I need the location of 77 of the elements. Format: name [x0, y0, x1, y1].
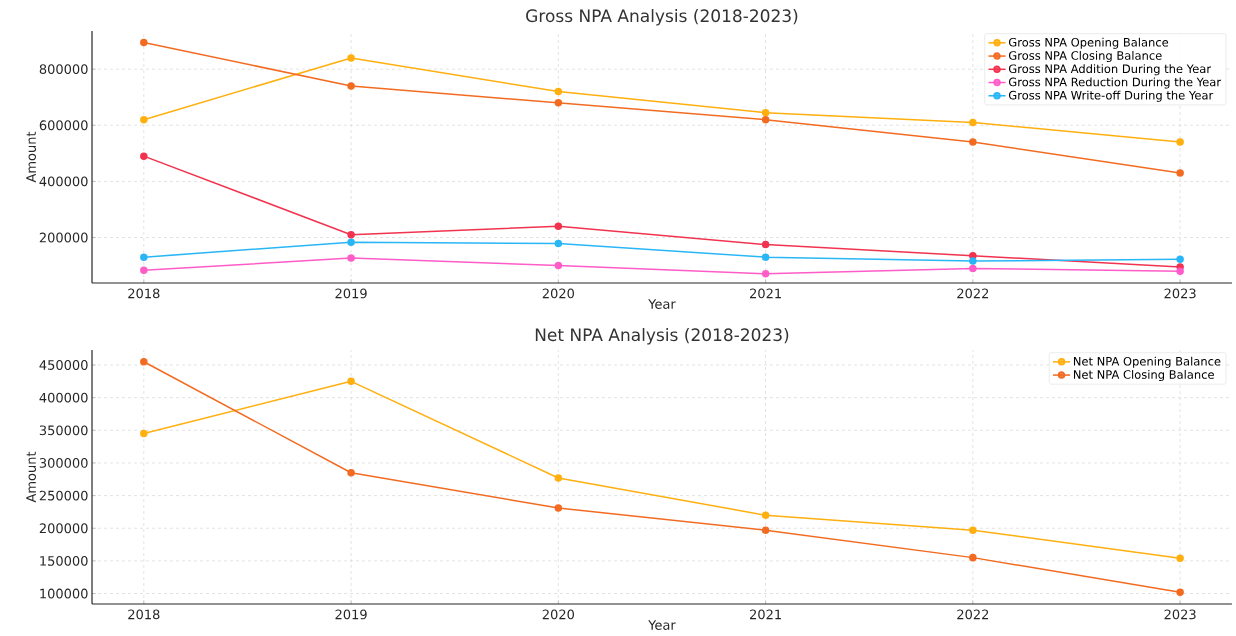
- y-tick-label: 350000: [39, 425, 88, 436]
- point: [761, 108, 770, 117]
- point: [1176, 267, 1184, 275]
- y-tick-label: 100000: [40, 588, 88, 599]
- point: [761, 511, 770, 519]
- legend-label: Net NPA Closing Balance: [1073, 369, 1214, 382]
- point: [554, 504, 563, 512]
- x-tick-label: 2022: [957, 609, 989, 620]
- point: [140, 357, 148, 366]
- point: [347, 254, 355, 262]
- x-tick-label: 2021: [750, 288, 781, 299]
- x-tick-label: 2020: [542, 288, 575, 299]
- point: [969, 257, 977, 265]
- point: [347, 230, 355, 239]
- x-tick-label: 2022: [957, 288, 989, 299]
- point: [969, 118, 977, 127]
- point: [1176, 588, 1184, 596]
- point: [140, 115, 148, 124]
- y-tick-label: 200000: [39, 232, 88, 243]
- y-tick-label: 450000: [39, 360, 88, 370]
- y-tick-label: 250000: [39, 490, 88, 501]
- point: [554, 222, 563, 231]
- point: [140, 253, 148, 261]
- x-tick-label: 2021: [750, 609, 781, 620]
- legend-label: Net NPA Opening Balance: [1073, 356, 1221, 368]
- point: [347, 377, 355, 386]
- y-axis-title: Amount: [26, 451, 36, 503]
- point: [1176, 554, 1184, 563]
- x-tick-label: 2018: [128, 609, 160, 620]
- y-axis-title: Amount: [26, 131, 36, 183]
- point: [347, 54, 355, 62]
- x-tick-label: 2019: [335, 609, 367, 620]
- point: [761, 240, 770, 249]
- point: [554, 474, 563, 482]
- point: [347, 468, 355, 477]
- y-tick-label: 400000: [39, 176, 88, 187]
- point: [554, 99, 563, 107]
- point: [761, 269, 770, 278]
- x-axis-title: Year: [648, 299, 676, 309]
- x-axis-title: Year: [648, 620, 676, 630]
- x-tick-label: 2020: [542, 609, 575, 620]
- x-tick-label: 2019: [335, 288, 367, 299]
- point: [969, 526, 977, 534]
- point: [347, 238, 355, 247]
- point: [140, 266, 148, 275]
- point: [140, 429, 148, 438]
- point: [761, 115, 770, 124]
- legend-label: Gross NPA Closing Balance: [1008, 50, 1162, 63]
- y-tick-label: 600000: [39, 120, 88, 131]
- point: [761, 253, 770, 261]
- point: [1176, 138, 1184, 146]
- point: [554, 87, 563, 96]
- point: [1176, 255, 1184, 263]
- legend-label: Gross NPA Reduction During the Year: [1008, 77, 1222, 89]
- y-tick-label: 200000: [39, 523, 88, 534]
- point: [554, 261, 563, 270]
- point: [969, 138, 977, 146]
- point: [969, 264, 977, 273]
- legend-label: Gross NPA Opening Balance: [1008, 37, 1169, 49]
- y-tick-label: 150000: [40, 555, 88, 566]
- point: [347, 82, 355, 90]
- y-tick-label: 400000: [39, 392, 88, 403]
- y-tick-label: 800000: [39, 64, 88, 75]
- x-tick-label: 2023: [1164, 288, 1196, 299]
- x-tick-label: 2018: [128, 288, 160, 299]
- point: [1176, 169, 1184, 177]
- legend-label: Gross NPA Write-off During the Year: [1008, 90, 1214, 102]
- chart-title: Net NPA Analysis (2018-2023): [535, 328, 789, 345]
- point: [140, 38, 148, 47]
- x-tick-label: 2023: [1164, 609, 1196, 620]
- chart-title: Gross NPA Analysis (2018-2023): [526, 9, 798, 26]
- point: [969, 553, 977, 562]
- point: [761, 526, 770, 534]
- point: [140, 152, 148, 160]
- point: [554, 239, 563, 248]
- y-tick-label: 300000: [39, 458, 88, 468]
- legend-label: Gross NPA Addition During the Year: [1008, 64, 1212, 76]
